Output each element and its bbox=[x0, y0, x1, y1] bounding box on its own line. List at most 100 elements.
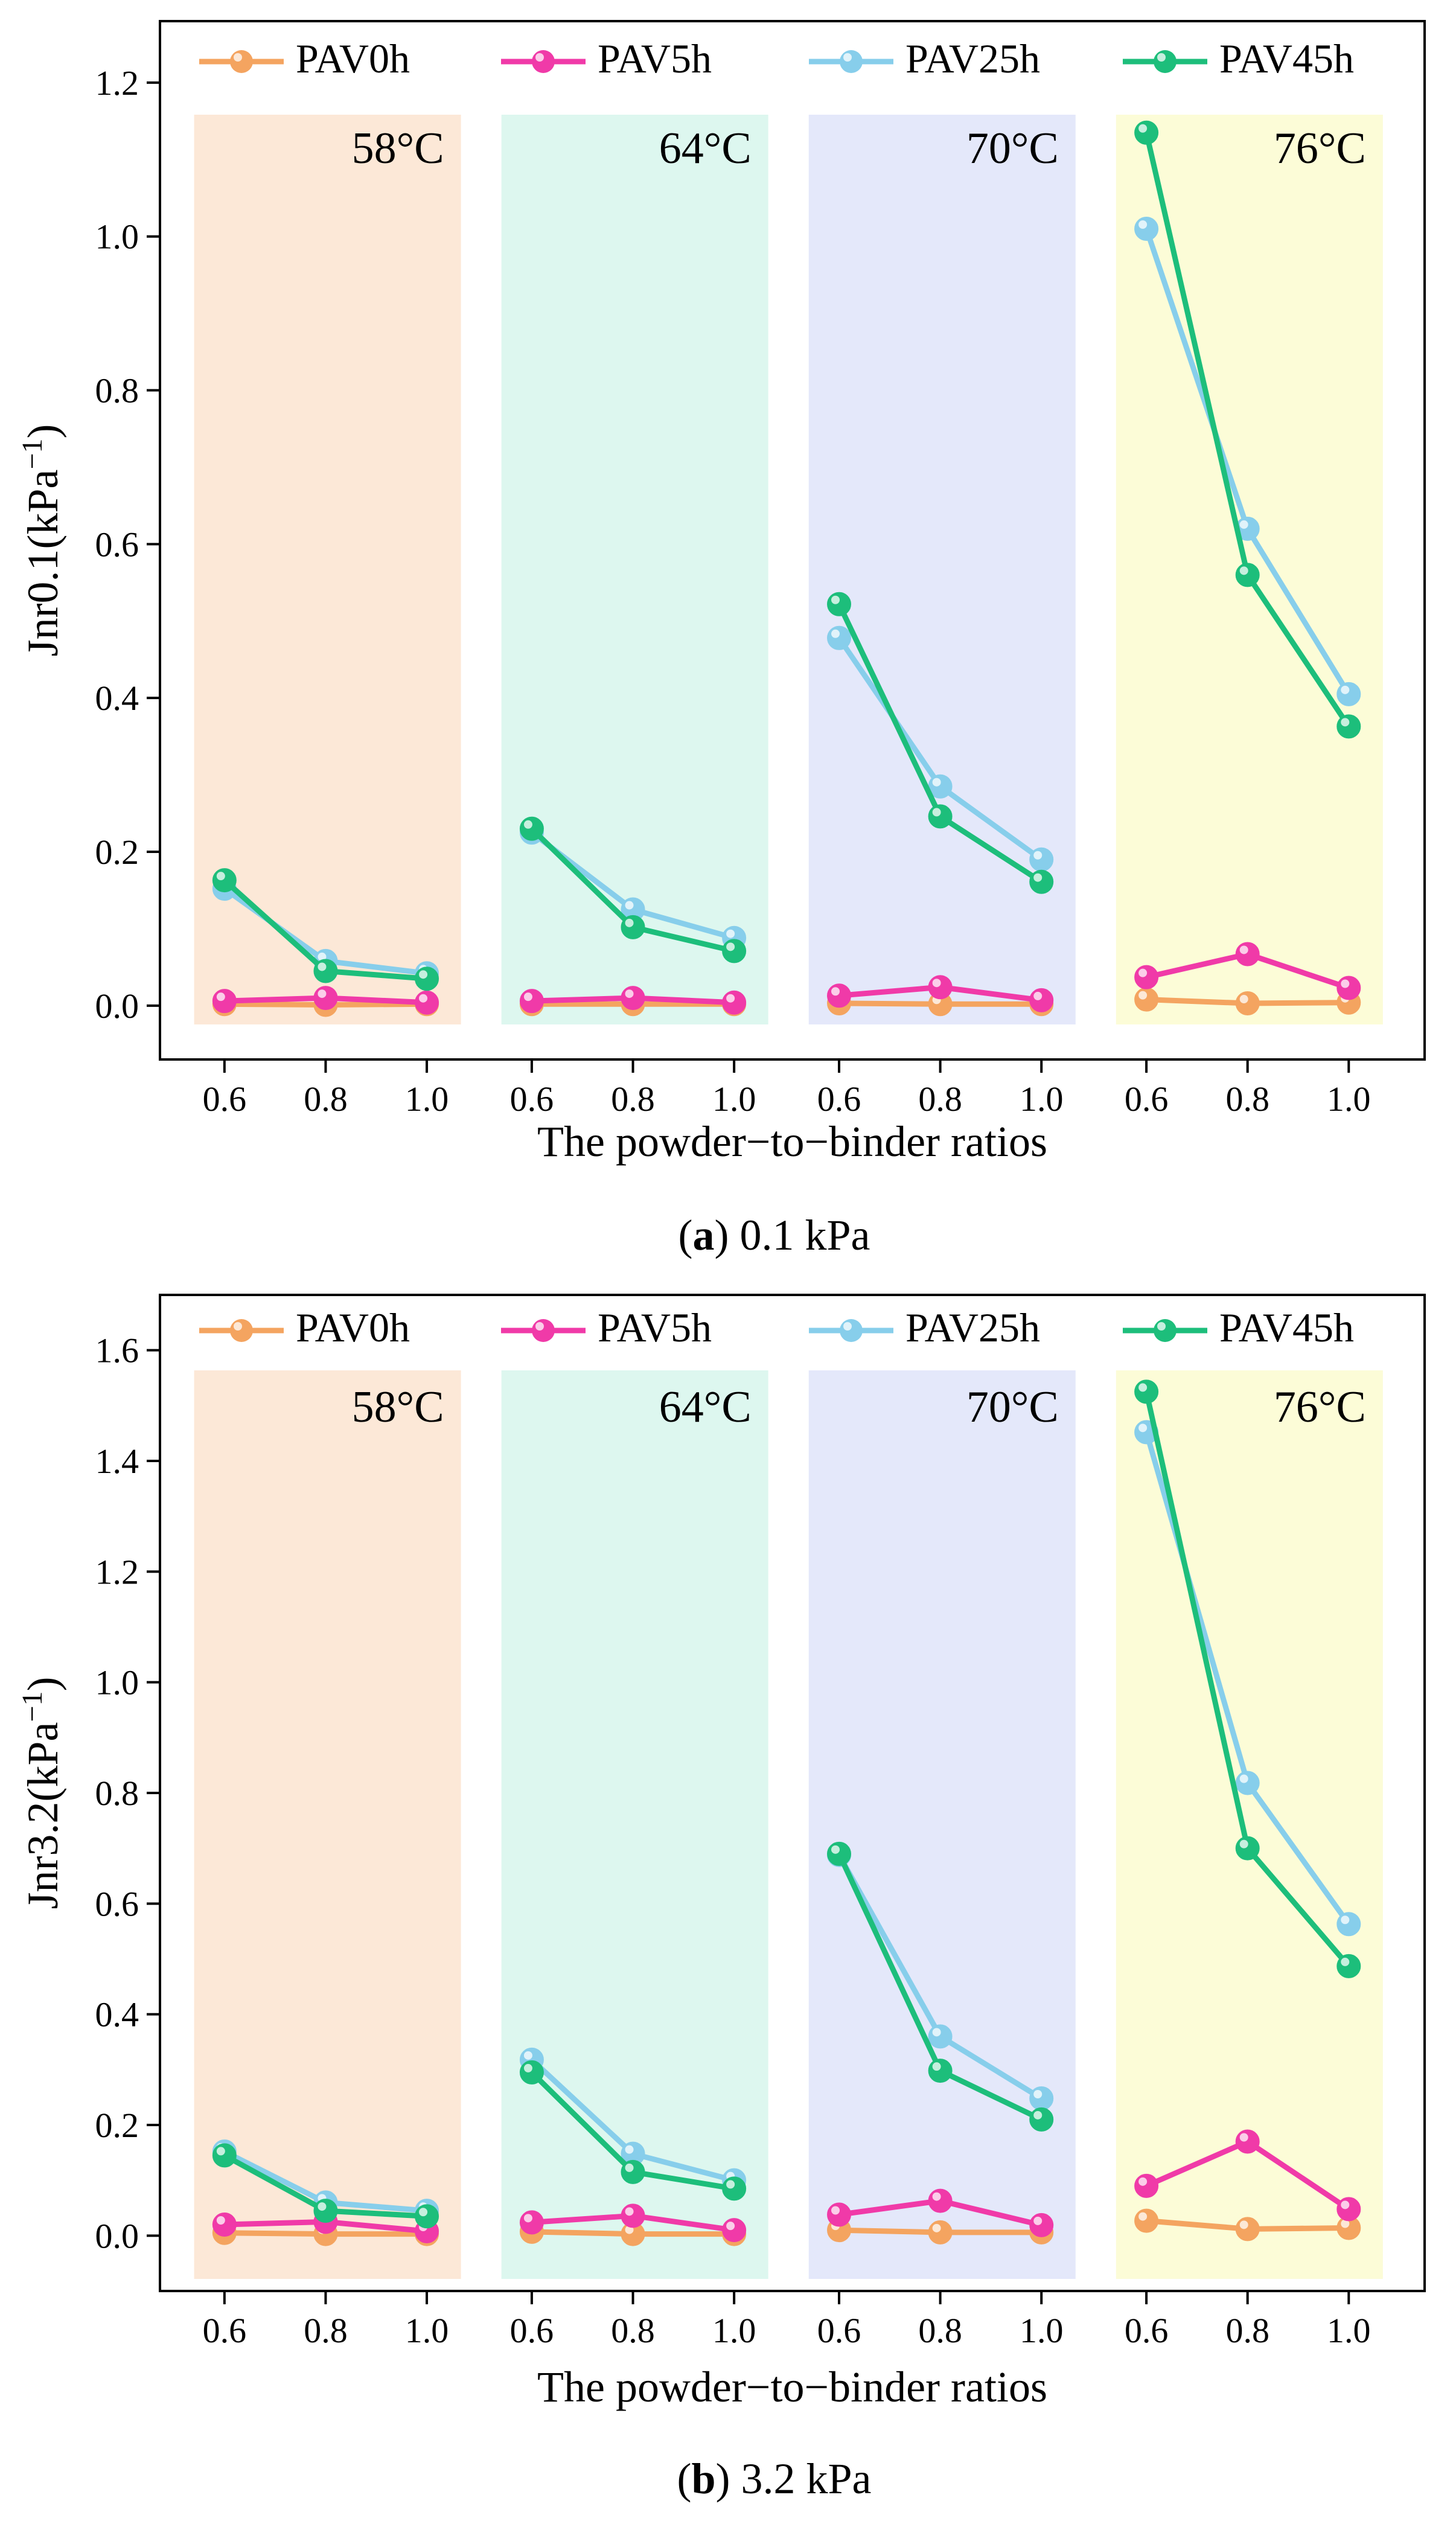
data-point-pav5h bbox=[827, 2202, 852, 2227]
data-point-pav0h bbox=[1235, 991, 1260, 1015]
data-point-pav45h bbox=[212, 868, 237, 893]
y-tick-label: 0.0 bbox=[95, 2216, 139, 2255]
y-tick-label: 0.4 bbox=[95, 679, 139, 718]
data-point-pav5h bbox=[621, 2203, 645, 2228]
data-point-pav25h bbox=[1134, 217, 1159, 241]
data-point-pav45h bbox=[1029, 869, 1054, 894]
data-point-highlight bbox=[1239, 945, 1248, 954]
data-point-pav0h bbox=[1134, 2208, 1159, 2233]
data-point-highlight bbox=[932, 808, 941, 817]
legend-label-pav5h: PAV5h bbox=[598, 36, 712, 81]
data-point-pav45h bbox=[1336, 714, 1361, 739]
y-tick-label: 0.8 bbox=[95, 1774, 139, 1813]
temperature-label: 76°C bbox=[1274, 1382, 1366, 1432]
x-tick-label: 0.8 bbox=[918, 2311, 962, 2350]
data-point-pav5h bbox=[1235, 942, 1260, 967]
data-point-highlight bbox=[318, 2202, 327, 2211]
data-point-highlight bbox=[1239, 1839, 1248, 1848]
data-point-highlight bbox=[831, 1845, 840, 1854]
temperature-label: 76°C bbox=[1274, 124, 1366, 173]
legend-marker-highlight bbox=[234, 53, 242, 62]
data-point-highlight bbox=[1033, 991, 1043, 1000]
data-point-highlight bbox=[1239, 520, 1248, 529]
y-tick-label: 1.2 bbox=[95, 63, 139, 103]
x-tick-label: 0.8 bbox=[1225, 1079, 1269, 1119]
data-point-pav5h bbox=[1336, 2197, 1361, 2222]
x-tick-label: 0.6 bbox=[817, 1079, 861, 1119]
data-point-pav45h bbox=[313, 959, 338, 983]
data-point-highlight bbox=[1341, 2200, 1350, 2209]
data-point-highlight bbox=[1341, 1916, 1350, 1925]
data-point-highlight bbox=[726, 2222, 735, 2231]
x-tick-label: 0.8 bbox=[918, 1079, 962, 1119]
temperature-label: 64°C bbox=[659, 124, 752, 173]
y-axis-label-superscript: −1 bbox=[16, 1691, 48, 1722]
data-point-pav5h bbox=[212, 2213, 237, 2237]
data-point-pav5h bbox=[519, 2210, 544, 2235]
data-point-pav0h bbox=[1235, 2217, 1260, 2241]
data-point-highlight bbox=[831, 595, 840, 604]
caption-text: 0.1 kPa bbox=[739, 1211, 870, 1259]
x-tick-label: 1.0 bbox=[1020, 1079, 1064, 1119]
x-tick-label: 1.0 bbox=[1327, 2311, 1371, 2350]
data-point-pav45h bbox=[621, 2159, 645, 2184]
data-point-pav25h bbox=[827, 625, 852, 650]
data-point-highlight bbox=[625, 2207, 634, 2216]
legend-label-pav45h: PAV45h bbox=[1219, 36, 1354, 81]
temperature-band-2 bbox=[501, 115, 768, 1024]
data-point-highlight bbox=[1138, 2212, 1148, 2221]
y-axis-label: Jnr3.2(kPa−1) bbox=[16, 1676, 67, 1909]
y-tick-label: 1.2 bbox=[95, 1552, 139, 1591]
plot-frame bbox=[159, 20, 1426, 1061]
data-point-pav5h bbox=[1029, 988, 1054, 1012]
data-point-highlight bbox=[1341, 718, 1350, 727]
data-point-pav45h bbox=[1134, 1379, 1159, 1404]
panel-a-chart: 0.0 0.2 0.4 0.6 0.8 1.0 1.2 0.6 0.8 1.0 0.6 0.8 1.0 0… bbox=[16, 20, 1426, 1259]
temperature-label: 64°C bbox=[659, 1382, 752, 1432]
data-point-highlight bbox=[1341, 2219, 1350, 2228]
data-point-pav25h bbox=[1336, 1912, 1361, 1937]
data-point-highlight bbox=[1138, 124, 1148, 133]
y-tick-label: 1.0 bbox=[95, 217, 139, 257]
y-axis-label-close: ) bbox=[19, 1676, 67, 1691]
legend-label-pav0h: PAV0h bbox=[296, 36, 410, 81]
y-tick-label: 0.0 bbox=[95, 986, 139, 1026]
data-point-pav5h bbox=[722, 990, 747, 1015]
data-point-pav5h bbox=[928, 2188, 953, 2213]
y-tick-label: 0.8 bbox=[95, 371, 139, 411]
temperature-band-1 bbox=[194, 1370, 461, 2279]
data-point-highlight bbox=[1239, 994, 1248, 1003]
x-axis-label: The powder−to−binder ratios bbox=[537, 1117, 1047, 1166]
data-point-highlight bbox=[831, 629, 840, 638]
temperature-band-4 bbox=[1116, 1370, 1383, 2279]
data-point-pav5h bbox=[1336, 976, 1361, 1000]
caption-close-paren: ) bbox=[716, 2455, 741, 2503]
caption-open-paren: ( bbox=[677, 2455, 691, 2503]
data-point-highlight bbox=[1138, 1383, 1148, 1392]
y-axis-label-main: Jnr0.1(kPa bbox=[19, 470, 67, 657]
data-point-pav5h bbox=[1029, 2213, 1054, 2237]
legend-marker-pav25h bbox=[840, 50, 863, 73]
data-point-pav45h bbox=[722, 2176, 747, 2201]
data-point-pav5h bbox=[621, 986, 645, 1011]
temperature-band-3 bbox=[808, 1370, 1076, 2279]
temperature-band-2 bbox=[501, 1370, 768, 2279]
data-point-pav45h bbox=[928, 804, 953, 829]
data-point-highlight bbox=[625, 2163, 634, 2172]
data-point-highlight bbox=[1138, 2177, 1148, 2186]
data-point-pav45h bbox=[519, 2060, 544, 2085]
y-tick-label: 0.6 bbox=[95, 1884, 139, 1923]
data-point-highlight bbox=[932, 979, 941, 988]
x-tick-label: 0.6 bbox=[817, 2311, 861, 2350]
data-point-highlight bbox=[1033, 851, 1043, 860]
x-tick-label: 0.6 bbox=[510, 1079, 554, 1119]
x-tick-label: 1.0 bbox=[405, 1079, 449, 1119]
data-point-highlight bbox=[726, 994, 735, 1003]
legend-marker-highlight bbox=[535, 1322, 544, 1331]
y-axis-label-close: ) bbox=[19, 424, 67, 438]
data-point-highlight bbox=[625, 901, 634, 910]
data-point-pav25h bbox=[1029, 2086, 1054, 2110]
legend-label-pav45h: PAV45h bbox=[1219, 1305, 1354, 1350]
data-point-highlight bbox=[1239, 1774, 1248, 1783]
legend-marker-highlight bbox=[1157, 53, 1166, 62]
